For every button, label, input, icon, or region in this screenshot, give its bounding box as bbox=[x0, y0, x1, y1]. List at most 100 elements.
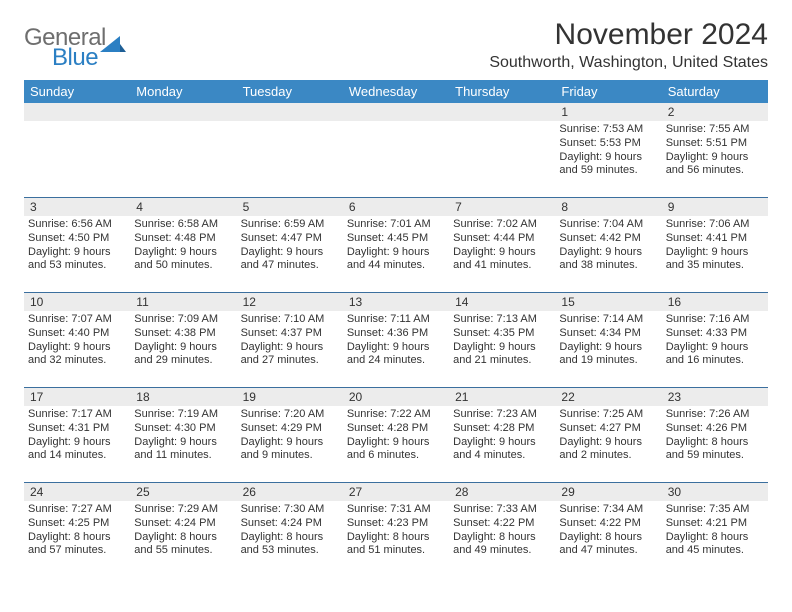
day-number: 20 bbox=[343, 388, 449, 406]
day-daylight2: and 29 minutes. bbox=[134, 354, 232, 368]
day-daylight1: Daylight: 9 hours bbox=[453, 341, 551, 355]
day-number: 25 bbox=[130, 483, 236, 501]
day-daylight2: and 4 minutes. bbox=[453, 449, 551, 463]
day-sunset: Sunset: 4:31 PM bbox=[28, 422, 126, 436]
day-daylight1: Daylight: 9 hours bbox=[559, 436, 657, 450]
day-sunrise: Sunrise: 7:29 AM bbox=[134, 503, 232, 517]
day-daylight2: and 32 minutes. bbox=[28, 354, 126, 368]
day-sunset: Sunset: 4:41 PM bbox=[666, 232, 764, 246]
day-cell bbox=[130, 121, 236, 197]
day-sunset: Sunset: 4:47 PM bbox=[241, 232, 339, 246]
day-sunset: Sunset: 4:28 PM bbox=[347, 422, 445, 436]
day-sunrise: Sunrise: 7:33 AM bbox=[453, 503, 551, 517]
day-sunrise: Sunrise: 7:09 AM bbox=[134, 313, 232, 327]
day-sunrise: Sunrise: 7:31 AM bbox=[347, 503, 445, 517]
day-sunset: Sunset: 4:26 PM bbox=[666, 422, 764, 436]
day-number: 18 bbox=[130, 388, 236, 406]
day-cell: Sunrise: 6:59 AMSunset: 4:47 PMDaylight:… bbox=[237, 216, 343, 292]
week-row: Sunrise: 7:17 AMSunset: 4:31 PM Daylight:… bbox=[24, 406, 768, 482]
day-daylight2: and 14 minutes. bbox=[28, 449, 126, 463]
day-sunrise: Sunrise: 7:30 AM bbox=[241, 503, 339, 517]
day-number: 3 bbox=[24, 198, 130, 216]
day-daylight1: Daylight: 9 hours bbox=[666, 246, 764, 260]
month-title: November 2024 bbox=[489, 18, 768, 52]
day-details: Sunrise: 7:55 AMSunset: 5:51 PMDaylight:… bbox=[666, 123, 764, 178]
weekday-header: Tuesday bbox=[237, 80, 343, 103]
day-number: 23 bbox=[662, 388, 768, 406]
brand-text: General Blue bbox=[24, 26, 106, 70]
day-daylight2: and 6 minutes. bbox=[347, 449, 445, 463]
day-details: Sunrise: 6:58 AMSunset: 4:48 PMDaylight:… bbox=[134, 218, 232, 273]
day-details: Sunrise: 7:04 AMSunset: 4:42 PMDaylight:… bbox=[559, 218, 657, 273]
day-sunrise: Sunrise: 7:35 AM bbox=[666, 503, 764, 517]
day-number-row: 12 bbox=[24, 103, 768, 121]
location: Southworth, Washington, United States bbox=[489, 54, 768, 72]
day-daylight2: and 11 minutes. bbox=[134, 449, 232, 463]
brand-logo: General Blue bbox=[24, 18, 126, 70]
day-cell: Sunrise: 7:14 AMSunset: 4:34 PMDaylight:… bbox=[555, 311, 661, 387]
day-sunrise: Sunrise: 7:04 AM bbox=[559, 218, 657, 232]
weekday-header: Friday bbox=[555, 80, 661, 103]
day-sunset: Sunset: 4:35 PM bbox=[453, 327, 551, 341]
day-number bbox=[343, 103, 449, 121]
day-sunrise: Sunrise: 7:53 AM bbox=[559, 123, 657, 137]
day-number: 17 bbox=[24, 388, 130, 406]
day-daylight1: Daylight: 9 hours bbox=[241, 246, 339, 260]
day-details: Sunrise: 7:10 AMSunset: 4:37 PMDaylight:… bbox=[241, 313, 339, 368]
day-daylight2: and 55 minutes. bbox=[134, 544, 232, 558]
day-daylight1: Daylight: 9 hours bbox=[28, 341, 126, 355]
day-number: 5 bbox=[237, 198, 343, 216]
day-cell: Sunrise: 7:29 AMSunset: 4:24 PMDaylight:… bbox=[130, 501, 236, 577]
day-daylight2: and 59 minutes. bbox=[666, 449, 764, 463]
day-sunrise: Sunrise: 7:16 AM bbox=[666, 313, 764, 327]
day-daylight2: and 19 minutes. bbox=[559, 354, 657, 368]
day-sunset: Sunset: 4:24 PM bbox=[241, 517, 339, 531]
day-daylight2: and 16 minutes. bbox=[666, 354, 764, 368]
day-cell: Sunrise: 7:17 AMSunset: 4:31 PMDaylight:… bbox=[24, 406, 130, 482]
day-details: Sunrise: 7:06 AMSunset: 4:41 PMDaylight:… bbox=[666, 218, 764, 273]
day-details: Sunrise: 7:07 AMSunset: 4:40 PMDaylight:… bbox=[28, 313, 126, 368]
calendar: Sunday Monday Tuesday Wednesday Thursday… bbox=[24, 80, 768, 577]
day-daylight2: and 35 minutes. bbox=[666, 259, 764, 273]
day-daylight1: Daylight: 8 hours bbox=[559, 531, 657, 545]
day-details: Sunrise: 7:20 AMSunset: 4:29 PMDaylight:… bbox=[241, 408, 339, 463]
day-number bbox=[237, 103, 343, 121]
day-sunrise: Sunrise: 7:26 AM bbox=[666, 408, 764, 422]
day-number bbox=[24, 103, 130, 121]
day-details: Sunrise: 7:09 AMSunset: 4:38 PMDaylight:… bbox=[134, 313, 232, 368]
day-cell: Sunrise: 7:04 AMSunset: 4:42 PMDaylight:… bbox=[555, 216, 661, 292]
day-sunrise: Sunrise: 7:19 AM bbox=[134, 408, 232, 422]
day-details: Sunrise: 7:13 AMSunset: 4:35 PMDaylight:… bbox=[453, 313, 551, 368]
title-block: November 2024 Southworth, Washington, Un… bbox=[489, 18, 768, 72]
day-daylight1: Daylight: 8 hours bbox=[241, 531, 339, 545]
day-sunrise: Sunrise: 7:34 AM bbox=[559, 503, 657, 517]
day-daylight2: and 53 minutes. bbox=[28, 259, 126, 273]
day-sunset: Sunset: 4:21 PM bbox=[666, 517, 764, 531]
day-cell: Sunrise: 7:07 AMSunset: 4:40 PMDaylight:… bbox=[24, 311, 130, 387]
calendar-grid: 12Sunrise: 7:53 AMSunset: 5:53 PMDayligh… bbox=[24, 103, 768, 577]
day-daylight1: Daylight: 9 hours bbox=[241, 341, 339, 355]
day-daylight1: Daylight: 9 hours bbox=[134, 436, 232, 450]
day-details: Sunrise: 7:25 AMSunset: 4:27 PMDaylight:… bbox=[559, 408, 657, 463]
brand-blue: Blue bbox=[52, 46, 106, 70]
day-sunset: Sunset: 4:34 PM bbox=[559, 327, 657, 341]
day-number: 13 bbox=[343, 293, 449, 311]
day-details: Sunrise: 7:33 AMSunset: 4:22 PMDaylight:… bbox=[453, 503, 551, 558]
day-daylight2: and 45 minutes. bbox=[666, 544, 764, 558]
day-daylight2: and 49 minutes. bbox=[453, 544, 551, 558]
day-daylight2: and 57 minutes. bbox=[28, 544, 126, 558]
day-sunrise: Sunrise: 7:11 AM bbox=[347, 313, 445, 327]
day-details: Sunrise: 7:01 AMSunset: 4:45 PMDaylight:… bbox=[347, 218, 445, 273]
week-row: Sunrise: 6:56 AMSunset: 4:50 PMDaylight:… bbox=[24, 216, 768, 292]
day-sunrise: Sunrise: 6:58 AM bbox=[134, 218, 232, 232]
day-details: Sunrise: 7:31 AMSunset: 4:23 PMDaylight:… bbox=[347, 503, 445, 558]
day-number: 10 bbox=[24, 293, 130, 311]
weekday-header-row: Sunday Monday Tuesday Wednesday Thursday… bbox=[24, 80, 768, 103]
day-number: 16 bbox=[662, 293, 768, 311]
day-cell: Sunrise: 7:09 AMSunset: 4:38 PMDaylight:… bbox=[130, 311, 236, 387]
day-sunset: Sunset: 4:27 PM bbox=[559, 422, 657, 436]
day-sunset: Sunset: 4:22 PM bbox=[559, 517, 657, 531]
week-row: Sunrise: 7:53 AMSunset: 5:53 PMDaylight:… bbox=[24, 121, 768, 197]
day-daylight2: and 53 minutes. bbox=[241, 544, 339, 558]
day-sunrise: Sunrise: 7:17 AM bbox=[28, 408, 126, 422]
